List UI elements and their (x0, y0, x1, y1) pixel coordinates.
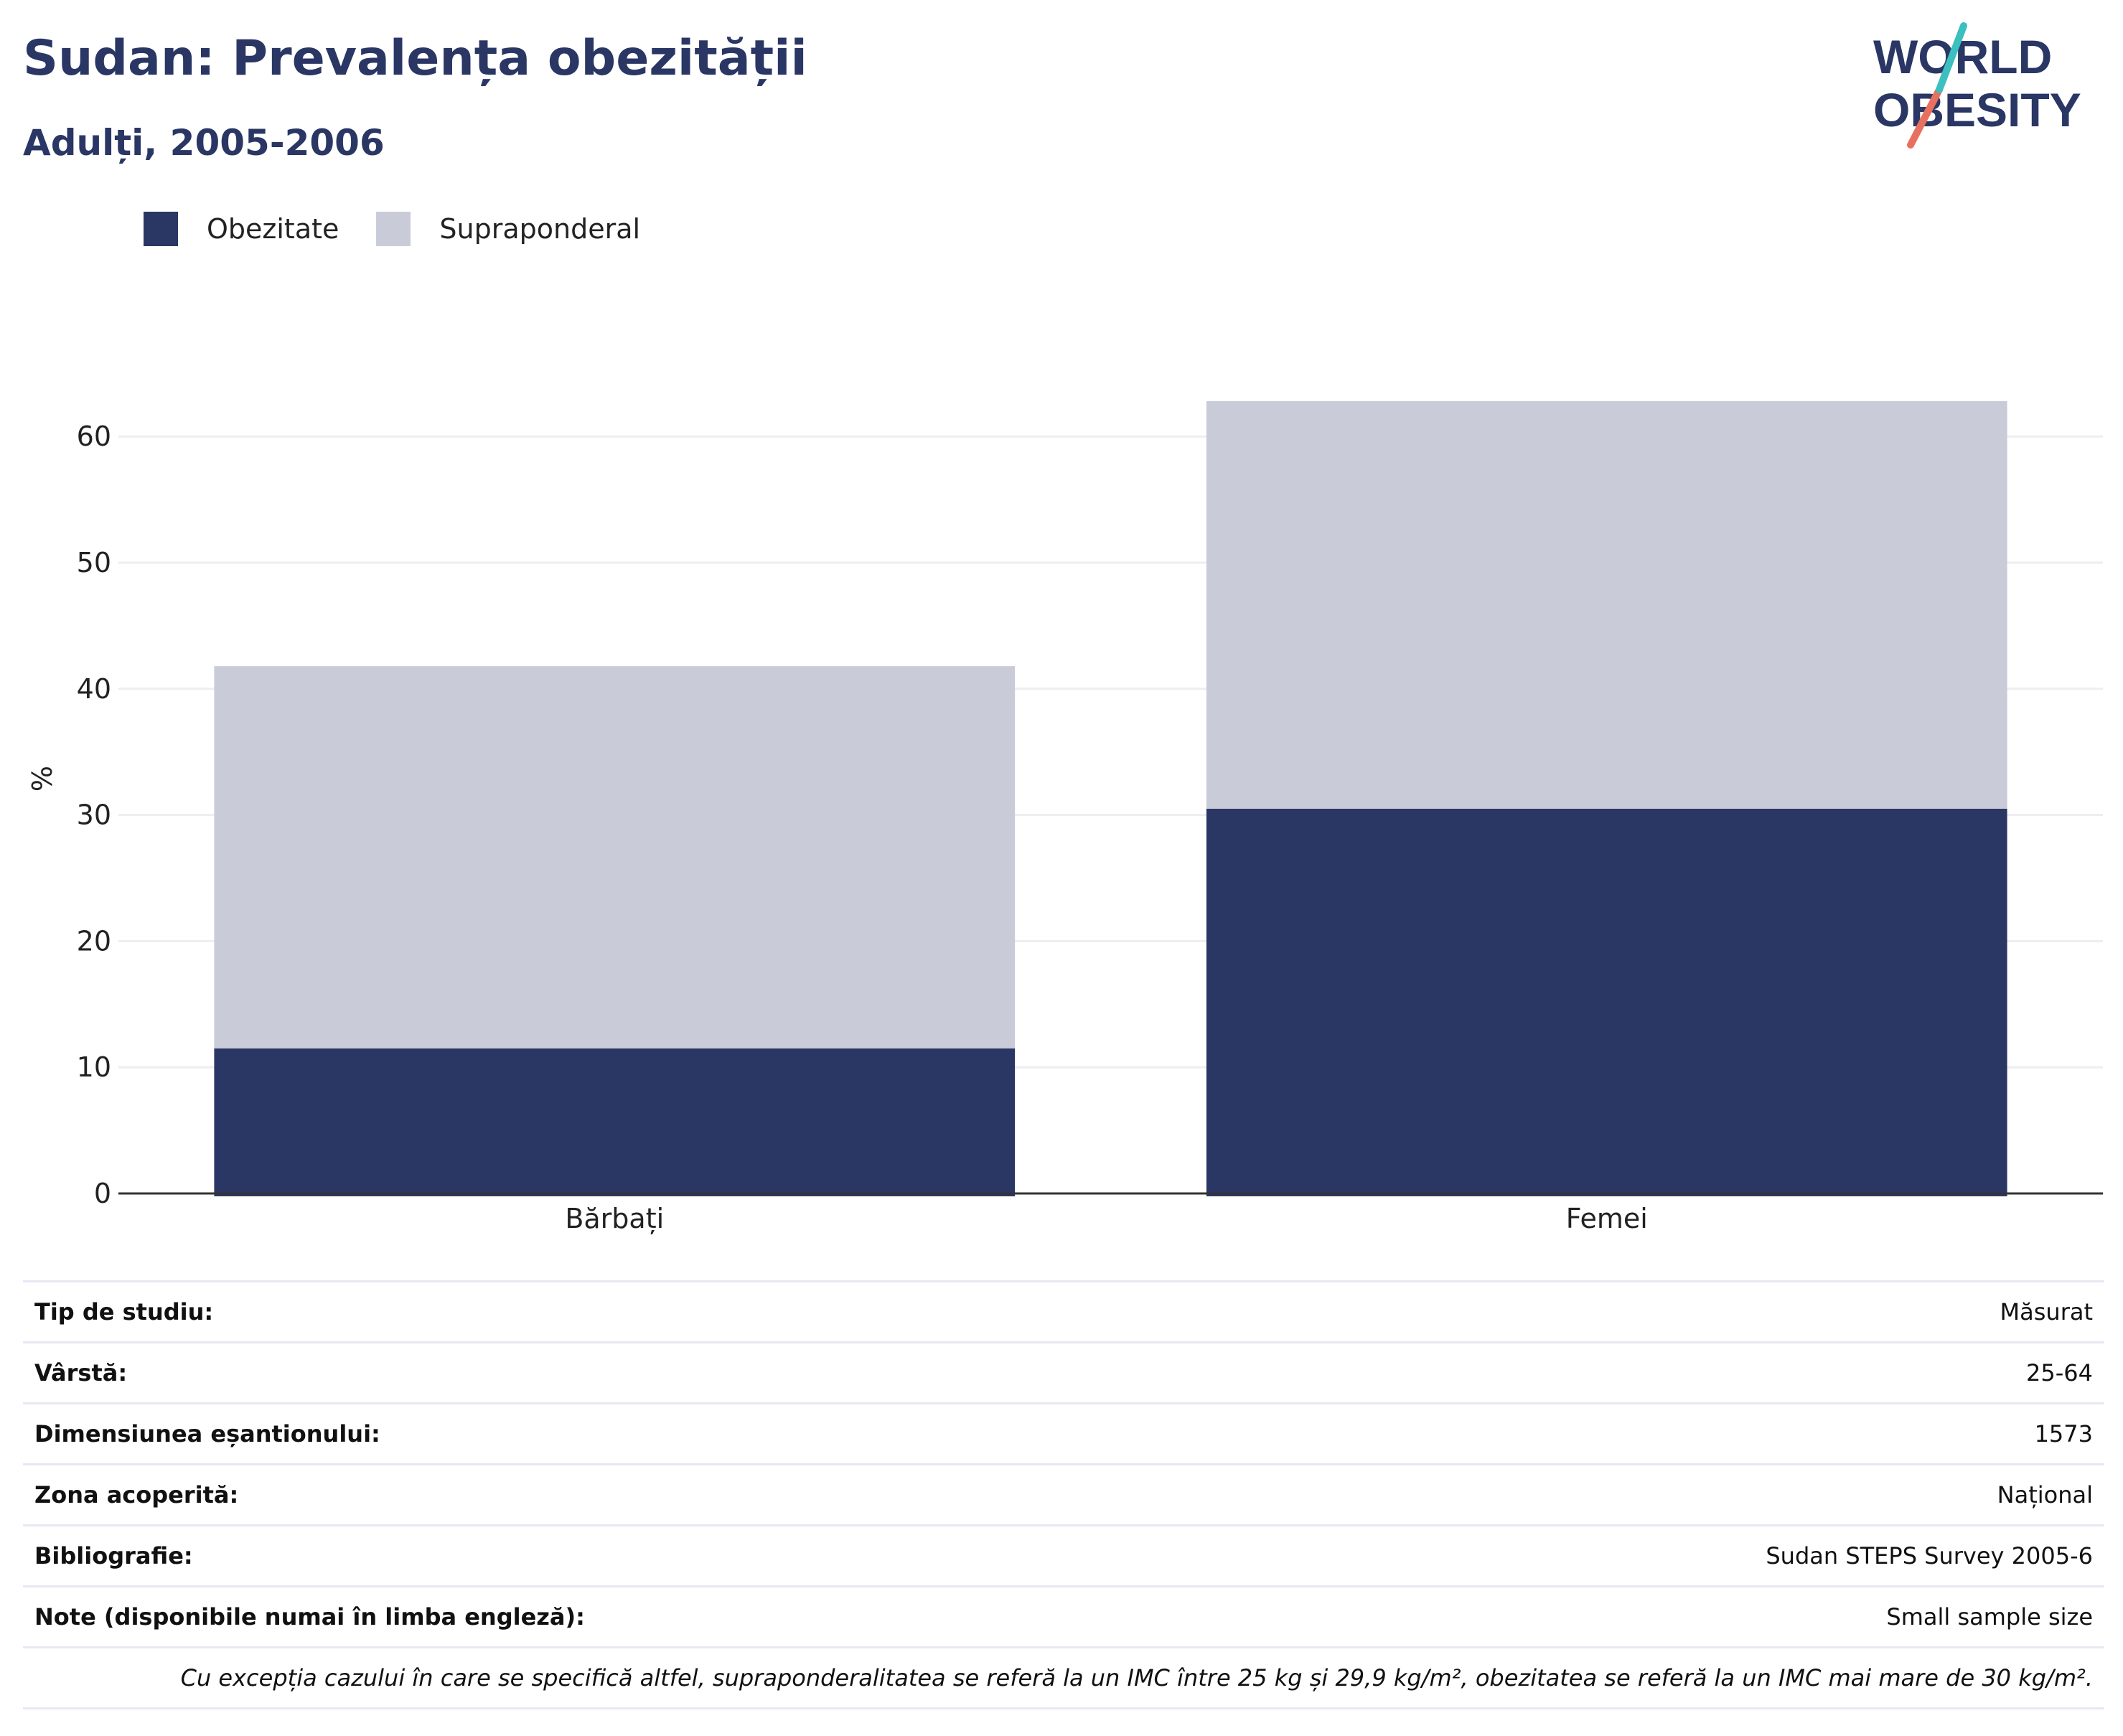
y-tick-label: 30 (77, 799, 111, 831)
y-tick-label: 10 (77, 1051, 111, 1083)
info-value: Național (1997, 1481, 2093, 1509)
bar-supraponderal-barbati (214, 666, 1016, 1048)
info-label: Tip de studiu: (34, 1298, 214, 1326)
info-row-sample-size: Dimensiunea eșantionului: 1573 (23, 1402, 2104, 1463)
info-value: 25-64 (2026, 1359, 2093, 1387)
info-value: Sudan STEPS Survey 2005-6 (1766, 1542, 2093, 1570)
legend-item-obezitate[interactable]: Obezitate (144, 212, 339, 246)
info-label: Note (disponibile numai în limba engleză… (34, 1603, 585, 1631)
legend-label-obezitate: Obezitate (207, 213, 339, 245)
y-axis-label: % (27, 766, 58, 792)
y-tick-label: 40 (77, 673, 111, 705)
legend-swatch-obezitate (144, 212, 178, 246)
bar-obezitate-femei (1206, 808, 2007, 1196)
bar-supraponderal-femei (1206, 400, 2007, 809)
footnote: Cu excepția cazului în care se specifică… (23, 1646, 2104, 1709)
info-value: Măsurat (2000, 1298, 2093, 1326)
survey-info-table: Tip de studiu: Măsurat Vârstă: 25-64 Dim… (23, 1280, 2104, 1709)
info-label: Bibliografie: (34, 1542, 193, 1570)
bar-obezitate-barbati (214, 1048, 1016, 1196)
legend-label-supraponderal: Supraponderal (439, 213, 641, 245)
chart-title: Sudan: Prevalența obezității (23, 30, 807, 87)
info-label: Dimensiunea eșantionului: (34, 1420, 380, 1448)
logo-slash-teal (1936, 22, 1967, 93)
logo-line2: OBESITY (1873, 83, 2081, 136)
info-row-notes: Note (disponibile numai în limba engleză… (23, 1585, 2104, 1646)
y-tick-label: 60 (77, 421, 111, 452)
bar-chart: 0 10 20 30 40 50 60% Bărbați Femei (27, 400, 2103, 1234)
info-row-age: Vârstă: 25-64 (23, 1341, 2104, 1402)
x-tick-label: Bărbați (565, 1203, 664, 1234)
y-tick-label: 0 (94, 1178, 111, 1209)
info-value: Small sample size (1886, 1603, 2093, 1631)
world-obesity-logo: WORLD OBESITY (1873, 22, 2081, 149)
x-tick-label: Femei (1566, 1203, 1648, 1234)
legend-swatch-supraponderal (376, 212, 411, 246)
y-tick-label: 50 (77, 547, 111, 578)
info-row-area: Zona acoperită: Național (23, 1463, 2104, 1524)
logo-line1: WORLD (1873, 30, 2052, 83)
info-row-study-type: Tip de studiu: Măsurat (23, 1280, 2104, 1341)
logo-slash-coral (1907, 86, 1943, 149)
info-value: 1573 (2034, 1420, 2093, 1448)
info-label: Zona acoperită: (34, 1481, 239, 1509)
chart-subtitle: Adulți, 2005-2006 (23, 122, 385, 164)
info-row-bibliography: Bibliografie: Sudan STEPS Survey 2005-6 (23, 1524, 2104, 1585)
legend-item-supraponderal[interactable]: Supraponderal (376, 212, 640, 246)
info-label: Vârstă: (34, 1359, 128, 1387)
y-tick-label: 20 (77, 925, 111, 957)
chart-legend: Obezitate Supraponderal (144, 212, 678, 246)
